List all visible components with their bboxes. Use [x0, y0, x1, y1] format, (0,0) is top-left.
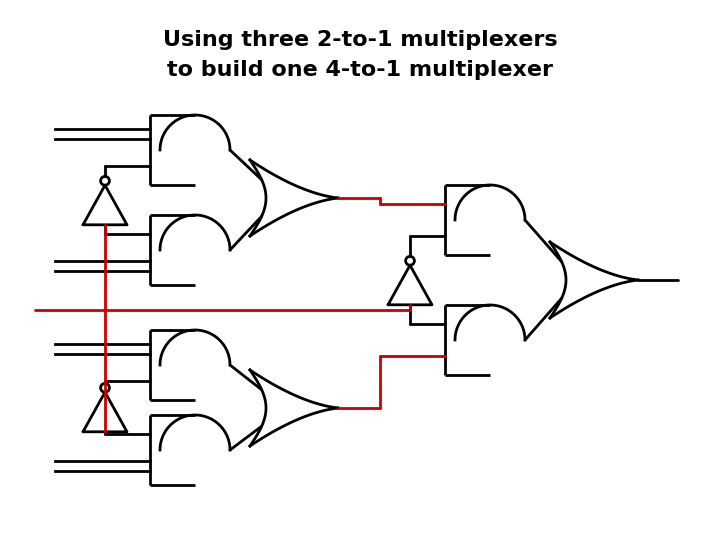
Text: to build one 4-to-1 multiplexer: to build one 4-to-1 multiplexer	[167, 60, 553, 80]
Text: Using three 2-to-1 multiplexers: Using three 2-to-1 multiplexers	[163, 30, 557, 50]
